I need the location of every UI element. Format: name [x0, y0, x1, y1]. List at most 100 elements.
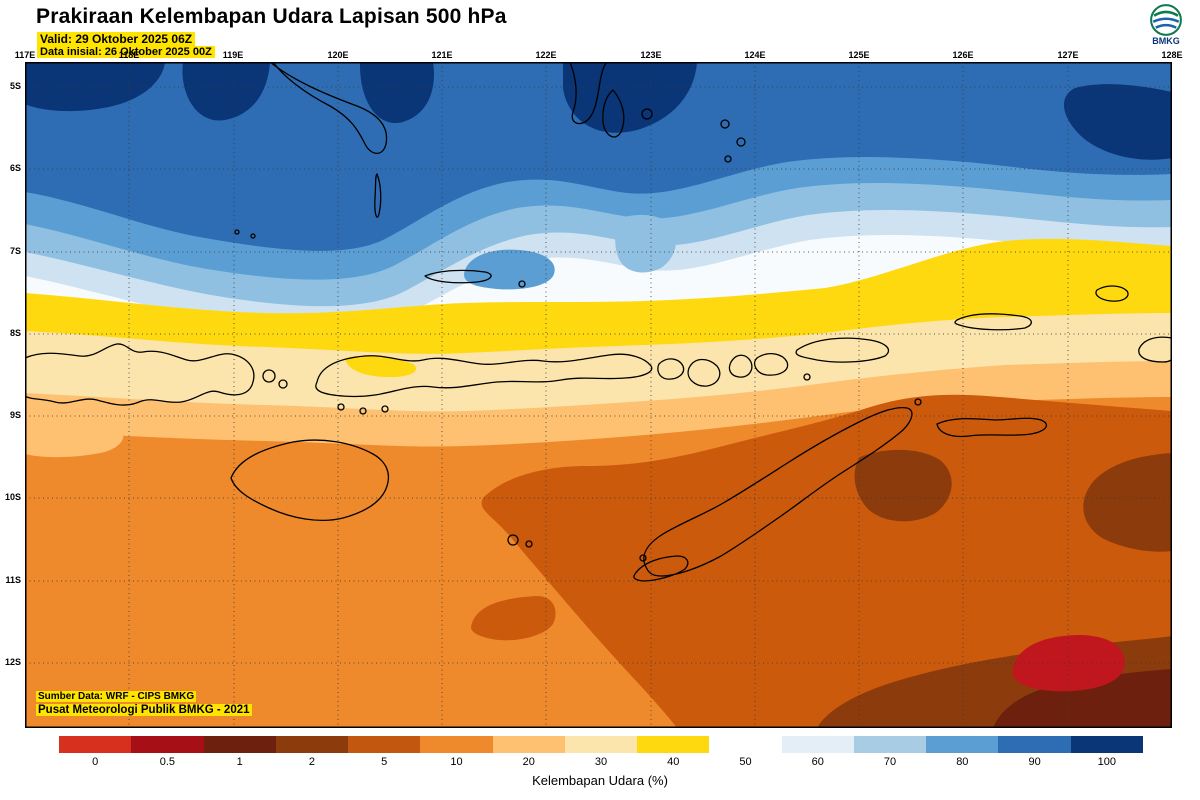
coastline-leti-chain — [936, 417, 1048, 438]
colorbar-segment: 0.5 — [131, 736, 204, 768]
colorbar-tick-label: 30 — [594, 756, 608, 768]
colorbar-swatch — [998, 736, 1071, 753]
colorbar-swatch — [853, 736, 927, 753]
colorbar: 0 0.5 1 2 5 10 20 30 40 50 60 70 80 90 1… — [59, 736, 1143, 768]
colorbar-tick-label: 20 — [522, 756, 535, 768]
lat-tick-label: 11S — [5, 575, 21, 585]
colorbar-swatch — [275, 736, 349, 753]
colorbar-tick-label: 1 — [236, 756, 243, 768]
bmkg-logo-text: BMKG — [1152, 36, 1180, 46]
lon-tick-label: 119E — [222, 50, 244, 60]
coastline-wetar — [795, 337, 890, 363]
colorbar-segment: 80 — [926, 736, 999, 768]
coastline-romang — [954, 313, 1032, 331]
colorbar-segment: 20 — [492, 736, 565, 768]
coastline-pantar — [728, 354, 753, 378]
band-2-blob — [854, 449, 952, 522]
colorbar-swatch — [564, 736, 638, 753]
colorbar-segment: 40 — [637, 736, 710, 768]
colorbar-swatch — [1070, 736, 1143, 753]
colorbar-segment: 50 — [709, 736, 782, 768]
coastline-lembata — [687, 358, 721, 387]
band-70-blob — [615, 214, 677, 273]
coastline-buton — [602, 89, 625, 138]
lon-tick-label: 125E — [848, 50, 870, 60]
coastline-timor — [643, 406, 913, 577]
coastline-sumbawa — [25, 343, 255, 406]
band-1-bottom — [993, 669, 1172, 728]
colorbar-tick-label: 5 — [381, 756, 388, 768]
coastline-sumba — [230, 439, 390, 521]
coastline-selayar — [374, 173, 382, 218]
coastline-island — [641, 108, 653, 120]
colorbar-segment: 90 — [998, 736, 1071, 768]
lon-tick-label: 120E — [327, 50, 349, 60]
lat-tick-label: 9S — [9, 410, 21, 420]
band-5-blob — [471, 595, 556, 641]
colorbar-swatch — [131, 736, 204, 753]
coastline-kisar — [914, 398, 922, 406]
colorbar-tick-label: 40 — [667, 756, 680, 768]
lat-tick-label: 6S — [9, 163, 21, 173]
bmkg-logo-icon — [1150, 4, 1182, 36]
coastline-komodo — [262, 369, 276, 383]
coastline-island — [720, 119, 730, 129]
lat-tick-label: 5S — [9, 81, 21, 91]
band-5-main — [481, 394, 1172, 728]
coastline-islet — [337, 403, 345, 411]
colorbar-swatch — [348, 736, 421, 753]
lon-tick-label: 117E — [14, 50, 36, 60]
coastline-islet — [525, 540, 533, 548]
lat-tick-label: 12S — [4, 657, 21, 667]
colorbar-swatch — [781, 736, 854, 753]
band-2-right — [1083, 453, 1172, 552]
coastline-damar — [1095, 285, 1129, 302]
lon-tick-label: 121E — [431, 50, 453, 60]
coastline-solor — [657, 358, 685, 380]
coastline-island — [724, 155, 732, 163]
producer-label: Pusat Meteorologi Publik BMKG - 2021 — [36, 704, 252, 716]
colorbar-segment: 60 — [781, 736, 854, 768]
colorbar-swatch — [420, 736, 493, 753]
coastline-rinca — [278, 379, 288, 389]
humidity-contour-map — [25, 62, 1172, 728]
colorbar-swatch — [709, 736, 782, 753]
lon-tick-label: 127E — [1057, 50, 1079, 60]
lon-tick-label: 118E — [118, 50, 140, 60]
colorbar-tick-label: 0 — [92, 756, 99, 768]
lat-tick-label: 8S — [9, 328, 21, 338]
initial-time-label: Data inisial: 26 Oktober 2025 00Z — [37, 46, 215, 58]
colorbar-segment: 2 — [275, 736, 349, 768]
colorbar-tick-label: 90 — [1028, 756, 1041, 768]
lon-tick-label: 124E — [744, 50, 766, 60]
lat-tick-label: 10S — [4, 492, 21, 502]
coastline-semau — [639, 554, 647, 562]
colorbar-tick-label: 80 — [956, 756, 969, 768]
coastline-babar — [1138, 336, 1172, 363]
coastline-island — [736, 137, 746, 147]
valid-time-label: Valid: 29 Oktober 2025 06Z — [37, 32, 196, 46]
colorbar-swatch — [203, 736, 276, 753]
colorbar-swatch — [926, 736, 999, 753]
bmkg-logo: BMKG — [1142, 3, 1190, 46]
coastline-alor — [753, 352, 789, 376]
colorbar-tick-label: 50 — [739, 756, 752, 768]
colorbar-segment: 5 — [348, 736, 421, 768]
colorbar-swatch — [637, 736, 710, 753]
coastline-rote — [633, 555, 689, 582]
colorbar-title: Kelembapan Udara (%) — [532, 773, 668, 788]
coastline-islet — [359, 407, 367, 415]
band-40-patch — [345, 355, 417, 378]
colorbar-swatch — [59, 736, 132, 753]
coastline-atauro — [803, 373, 811, 381]
coastline-islet — [381, 405, 389, 413]
band-05-red-blob — [1012, 635, 1125, 692]
colorbar-tick-label: 60 — [811, 756, 824, 768]
coastline-flores-sea-island — [424, 269, 492, 284]
coastline-savu — [507, 534, 519, 546]
colorbar-segment: 70 — [853, 736, 927, 768]
coastline-sulawesi-se — [569, 62, 608, 125]
band-20-patch — [25, 412, 124, 458]
band-100-patch — [563, 62, 697, 133]
